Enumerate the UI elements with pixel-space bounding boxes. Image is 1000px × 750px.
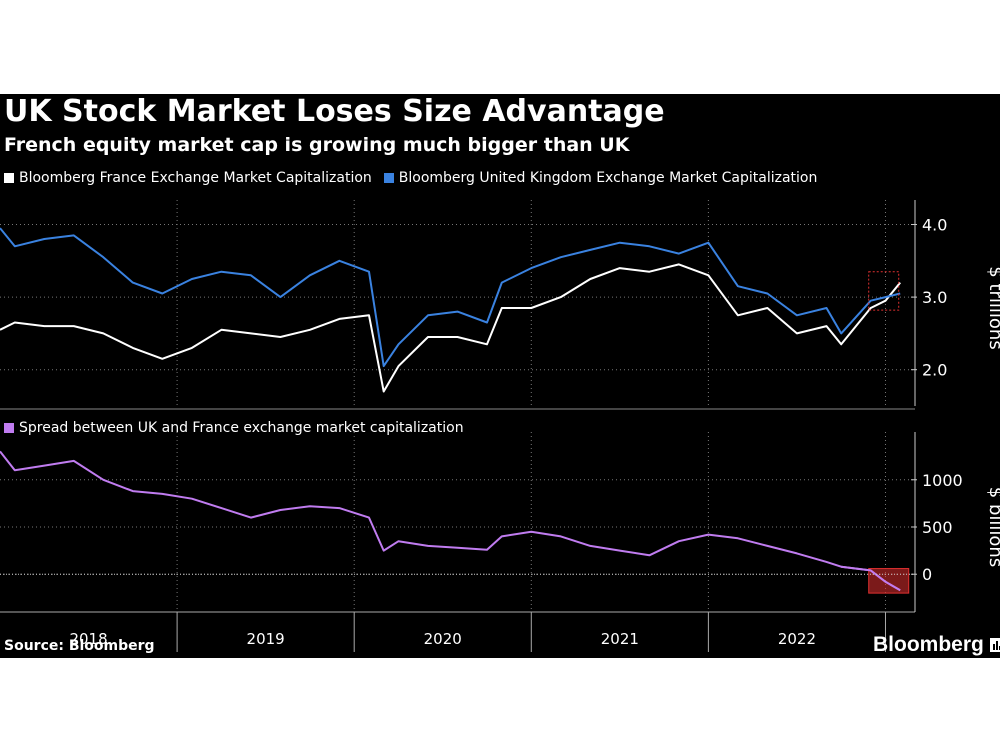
bottom-series-line-0: [0, 450, 901, 592]
x-tick-label-2020: 2020: [424, 630, 462, 648]
bar-chart-icon: [989, 638, 1000, 652]
legend-item-uk: Bloomberg United Kingdom Exchange Market…: [383, 170, 818, 186]
top-y-tick-label: 3.0: [922, 288, 947, 307]
top-highlight-box: [868, 271, 900, 311]
x-tick-label-2018: 2018: [69, 630, 107, 648]
chart-subtitle: French equity market cap is growing much…: [4, 134, 630, 156]
bottom-legend: Spread between UK and France exchange ma…: [4, 420, 476, 436]
x-tick-label-2019: 2019: [247, 630, 285, 648]
x-tick-label-2022: 2022: [778, 630, 816, 648]
legend-item-spread: Spread between UK and France exchange ma…: [4, 420, 464, 436]
x-tick-label-2021: 2021: [601, 630, 639, 648]
brand-logo: Bloomberg: [873, 633, 1000, 657]
bottom-series-recent: [841, 565, 901, 592]
top-legend: Bloomberg France Exchange Market Capital…: [4, 170, 829, 186]
legend-swatch-uk: [383, 173, 394, 183]
top-series-line-0: [0, 263, 901, 393]
bottom-y-axis-label: $ billions: [985, 487, 1000, 567]
legend-label-france: Bloomberg France Exchange Market Capital…: [19, 170, 372, 186]
legend-item-france: Bloomberg France Exchange Market Capital…: [4, 170, 372, 186]
top-y-tick-label: 4.0: [922, 216, 947, 235]
bottom-y-tick-label: 500: [922, 518, 953, 537]
source-note: Source: Bloomberg: [4, 638, 155, 654]
brand-wordmark: Bloomberg: [873, 633, 984, 656]
top-y-tick-label: 2.0: [922, 361, 947, 380]
chart-title: UK Stock Market Loses Size Advantage: [4, 94, 665, 129]
bottom-y-tick-label: 0: [922, 565, 932, 584]
legend-swatch-spread: [4, 423, 14, 433]
top-y-axis-label: $ trillions: [985, 266, 1000, 349]
chart-panel: 2018 2019 2020 2021 2022 2.0 3.0 4.0 $ trillions…: [0, 94, 1000, 658]
legend-swatch-france: [4, 173, 14, 183]
bottom-y-tick-label: 1000: [922, 471, 963, 490]
chart-canvas: 2018 2019 2020 2021 2022 2.0 3.0 4.0 $ trillions…: [0, 200, 1000, 652]
legend-label-uk: Bloomberg United Kingdom Exchange Market…: [398, 170, 818, 186]
bottom-highlight-box: [868, 568, 910, 594]
top-series-line-1: [0, 227, 901, 368]
legend-label-spread: Spread between UK and France exchange ma…: [19, 420, 464, 436]
